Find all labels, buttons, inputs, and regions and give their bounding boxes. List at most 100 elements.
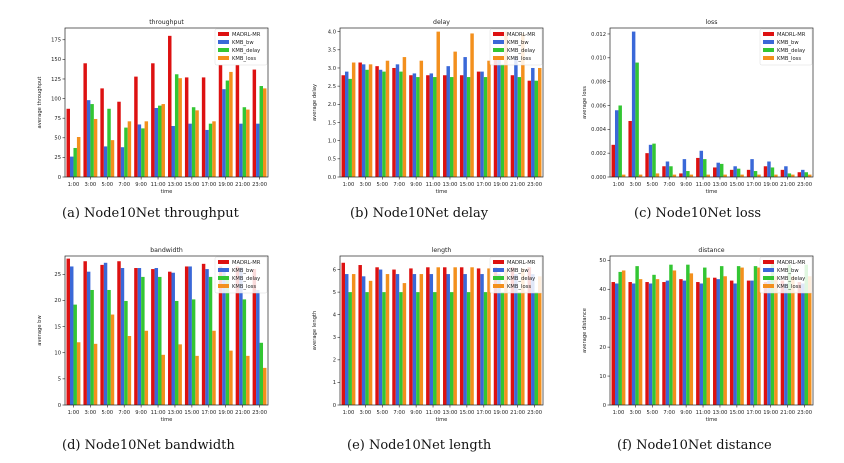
bar-madrl-mr-23:00 — [797, 172, 802, 177]
bar-kmb_loss-7:00 — [127, 335, 132, 405]
bar-madrl-mr-5:00 — [645, 153, 649, 177]
bar-kmb_bw-11:00 — [429, 73, 434, 177]
bar-kmb_loss-9:00 — [419, 274, 424, 405]
bar-madrl-mr-21:00 — [235, 64, 240, 177]
y-tick-label: 4.0 — [328, 29, 336, 35]
bar-kmb_bw-3:00 — [631, 31, 636, 177]
plot-frame — [339, 27, 544, 178]
legend-swatch-kmb_bw — [218, 40, 229, 44]
bar-kmb_bw-3:00 — [86, 100, 91, 177]
bar-kmb_bw-13:00 — [446, 66, 450, 177]
bandwidth-chart: bandwidth 0 5 10 15 20 25 1:00 3:00 5:00 7:00 9:00 1… — [37, 247, 269, 423]
chart-title: length — [432, 247, 452, 254]
legend-label-kmb_delay: KMB_delay — [777, 48, 805, 54]
x-tick-label: 17:00 — [746, 182, 761, 188]
bar-madrl-mr-3:00 — [628, 120, 632, 177]
y-axis-label: average delay — [312, 84, 318, 121]
bar-kmb_loss-23:00 — [808, 174, 812, 177]
legend-label-kmb_loss: KMB_loss — [507, 284, 531, 290]
y-tick-label: 0.000 — [591, 175, 606, 181]
x-tick-label: 23:00 — [797, 182, 812, 188]
bar-madrl-mr-1:00 — [341, 262, 345, 405]
bar-madrl-mr-13:00 — [443, 267, 447, 405]
length-chart: length 0 1 2 3 4 5 6 1:00 3:00 5:00 7:00 9:00 11:00 13… — [312, 247, 544, 423]
bar-madrl-mr-3:00 — [358, 62, 362, 177]
y-tick-label: 2.0 — [328, 102, 336, 108]
bar-kmb_bw-23:00 — [801, 283, 805, 405]
y-tick-label: 150 — [51, 57, 61, 63]
bar-kmb_bw-9:00 — [412, 274, 417, 405]
bar-kmb_delay-3:00 — [365, 292, 369, 405]
bar-kmb_delay-7:00 — [669, 166, 673, 177]
legend-swatch-madrl-mr — [763, 260, 774, 264]
legend-label-madrl-mr: MADRL-MR — [507, 260, 536, 266]
bar-madrl-mr-5:00 — [100, 88, 104, 177]
x-tick-label: 13:00 — [442, 182, 457, 188]
bar-kmb_bw-19:00 — [222, 89, 226, 177]
bar-kmb_delay-3:00 — [90, 104, 94, 177]
bar-kmb_loss-1:00 — [621, 174, 626, 177]
x-axis-label: time — [161, 189, 173, 195]
bar-madrl-mr-3:00 — [358, 265, 362, 405]
x-tick-label: 11:00 — [151, 410, 166, 416]
y-tick-label: 5 — [58, 377, 61, 383]
bar-madrl-mr-23:00 — [797, 282, 802, 405]
bar-madrl-mr-15:00 — [184, 77, 189, 177]
bar-kmb_bw-3:00 — [361, 64, 366, 177]
bar-kmb_delay-5:00 — [107, 108, 111, 177]
legend-swatch-kmb_delay — [493, 276, 504, 280]
bar-kmb_loss-15:00 — [740, 174, 744, 177]
bar-kmb_bw-11:00 — [154, 268, 159, 405]
bar-kmb_delay-15:00 — [191, 299, 196, 405]
bar-madrl-mr-17:00 — [746, 280, 751, 405]
bar-madrl-mr-1:00 — [611, 282, 615, 405]
y-tick-label: 0 — [603, 403, 606, 409]
bar-kmb_bw-7:00 — [395, 64, 400, 177]
bar-madrl-mr-11:00 — [696, 157, 700, 177]
bar-madrl-mr-15:00 — [459, 75, 464, 177]
bar-kmb_loss-7:00 — [127, 121, 132, 177]
bar-kmb_delay-15:00 — [466, 77, 471, 177]
bar-kmb_bw-21:00 — [239, 123, 243, 177]
bar-kmb_loss-7:00 — [672, 174, 677, 177]
legend: MADRL-MR KMB_bw KMB_delay KMB_loss — [489, 256, 543, 294]
bar-kmb_bw-1:00 — [69, 156, 74, 177]
bar-kmb_delay-19:00 — [770, 167, 775, 177]
x-tick-label: 15:00 — [184, 410, 199, 416]
y-tick-label: 1.0 — [328, 138, 336, 144]
bar-kmb_delay-21:00 — [787, 264, 792, 405]
bar-kmb_loss-11:00 — [706, 174, 710, 177]
bar-madrl-mr-15:00 — [184, 266, 189, 405]
bar-kmb_loss-7:00 — [672, 270, 677, 405]
bar-kmb_delay-19:00 — [225, 80, 230, 177]
x-tick-label: 23:00 — [252, 410, 267, 416]
x-tick-label: 17:00 — [476, 410, 491, 416]
x-tick-label: 3:00 — [85, 410, 97, 416]
bar-kmb_loss-23:00 — [808, 276, 812, 405]
x-axis-label: time — [706, 417, 718, 423]
bar-kmb_loss-13:00 — [453, 51, 457, 178]
legend-swatch-kmb_bw — [493, 268, 504, 272]
bar-kmb_delay-9:00 — [686, 171, 690, 177]
y-axis-label: average bw — [37, 315, 43, 346]
x-tick-label: 13:00 — [167, 182, 182, 188]
bar-kmb_delay-1:00 — [618, 271, 622, 405]
bar-kmb_delay-21:00 — [517, 292, 522, 405]
x-tick-label: 23:00 — [527, 182, 542, 188]
bar-kmb_bw-17:00 — [480, 71, 484, 177]
caption-bandwidth: (d) Node10Net bandwidth — [62, 438, 235, 453]
bar-kmb_delay-7:00 — [124, 300, 128, 405]
bar-kmb_bw-21:00 — [514, 57, 518, 177]
x-tick-label: 1:00 — [613, 182, 625, 188]
y-tick-label: 30 — [599, 316, 606, 322]
legend-swatch-kmb_delay — [493, 48, 504, 52]
bar-kmb_loss-13:00 — [178, 78, 182, 177]
bar-kmb_bw-11:00 — [154, 107, 159, 177]
x-tick-label: 19:00 — [493, 410, 508, 416]
bar-kmb_delay-1:00 — [73, 304, 77, 405]
y-axis-label: average distance — [582, 308, 588, 353]
legend: MADRL-MR KMB_bw KMB_delay KMB_loss — [214, 256, 268, 294]
x-tick-label: 5:00 — [101, 410, 113, 416]
bar-kmb_loss-1:00 — [351, 62, 356, 177]
legend-swatch-madrl-mr — [218, 260, 229, 264]
